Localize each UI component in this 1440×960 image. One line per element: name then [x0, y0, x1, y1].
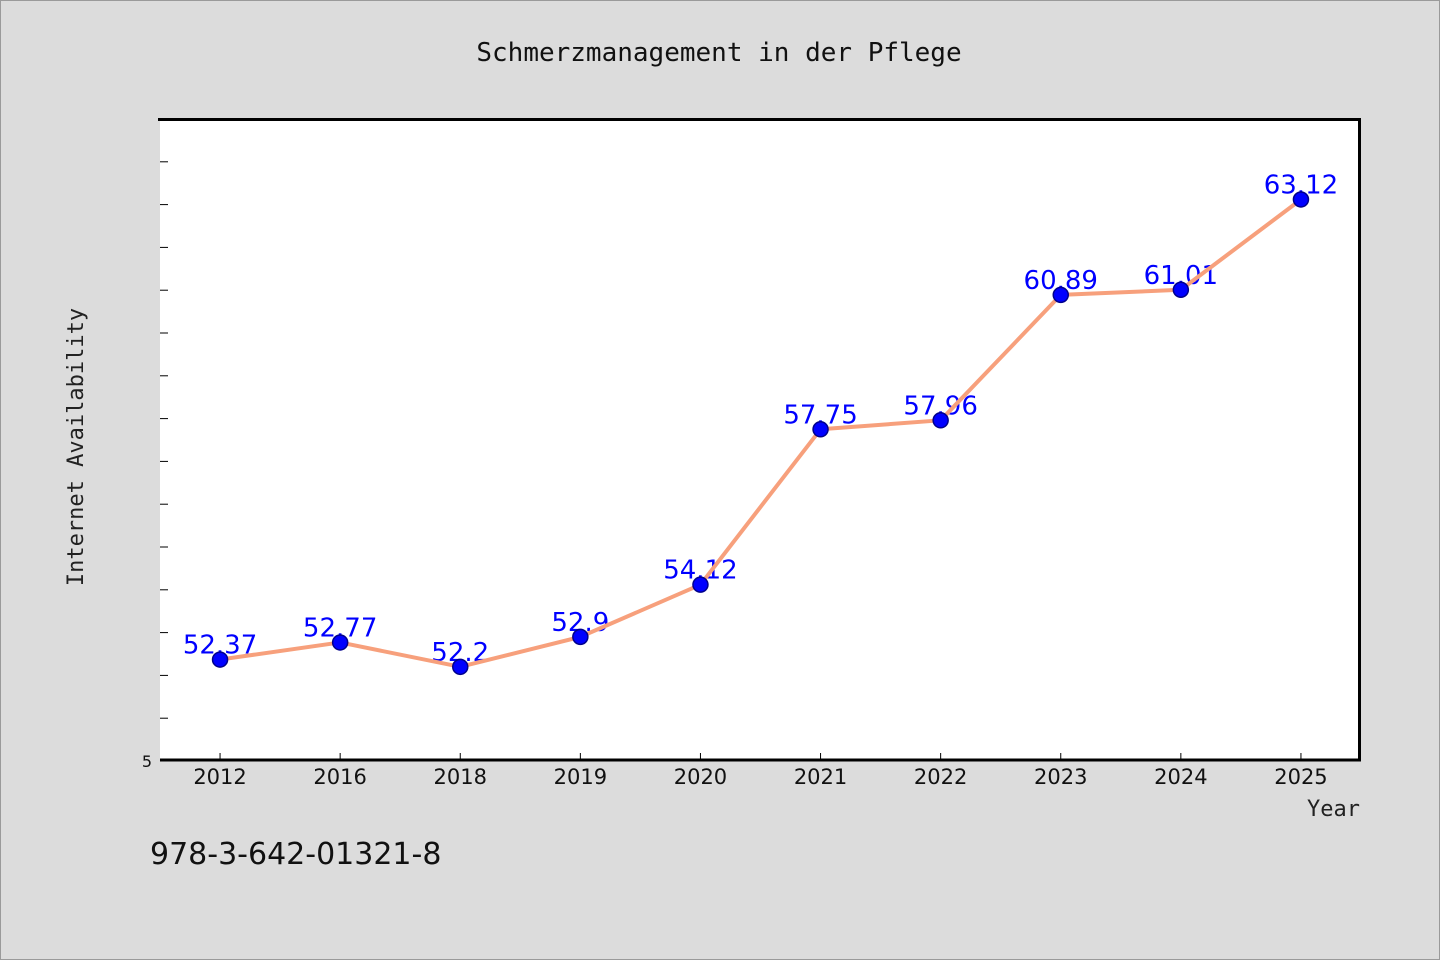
data-point — [932, 412, 949, 429]
x-tick-label: 2020 — [674, 765, 727, 789]
x-tick-label: 2025 — [1274, 765, 1327, 789]
x-axis: 2012 2016 2018 2019 2020 2021 2022 2023 2024 2025 — [193, 753, 1328, 789]
chart-title: Schmerzmanagement in der Pflege — [476, 38, 961, 68]
data-point — [211, 651, 229, 668]
data-point — [1292, 191, 1310, 208]
x-tick-label: 2018 — [434, 765, 487, 789]
x-tick-label: 2016 — [313, 765, 366, 789]
data-point — [331, 634, 349, 651]
x-tick-label: 2024 — [1154, 765, 1207, 789]
x-axis-label: Year — [1307, 797, 1360, 822]
x-tick-label: 2022 — [914, 765, 967, 789]
data-point — [572, 628, 589, 646]
plot-frame — [158, 118, 1361, 762]
data-markers — [211, 191, 1310, 676]
plot-area — [160, 119, 1361, 761]
data-point — [812, 421, 829, 438]
x-tick-label: 2019 — [554, 765, 607, 789]
y-tick-label: 5 — [142, 752, 152, 771]
isbn-footer-text: 978-3-642-01321-8 — [150, 837, 441, 872]
x-tick-label: 2023 — [1034, 765, 1087, 789]
data-point — [692, 576, 709, 593]
y-axis-label: Internet Availability — [64, 308, 89, 586]
x-tick-label: 2021 — [794, 765, 847, 789]
series-line — [218, 197, 1303, 669]
series-lines — [218, 197, 1303, 669]
data-point — [1172, 281, 1190, 299]
data-point — [1052, 286, 1069, 304]
x-tick-label: 2012 — [193, 765, 246, 789]
data-point — [452, 658, 469, 676]
